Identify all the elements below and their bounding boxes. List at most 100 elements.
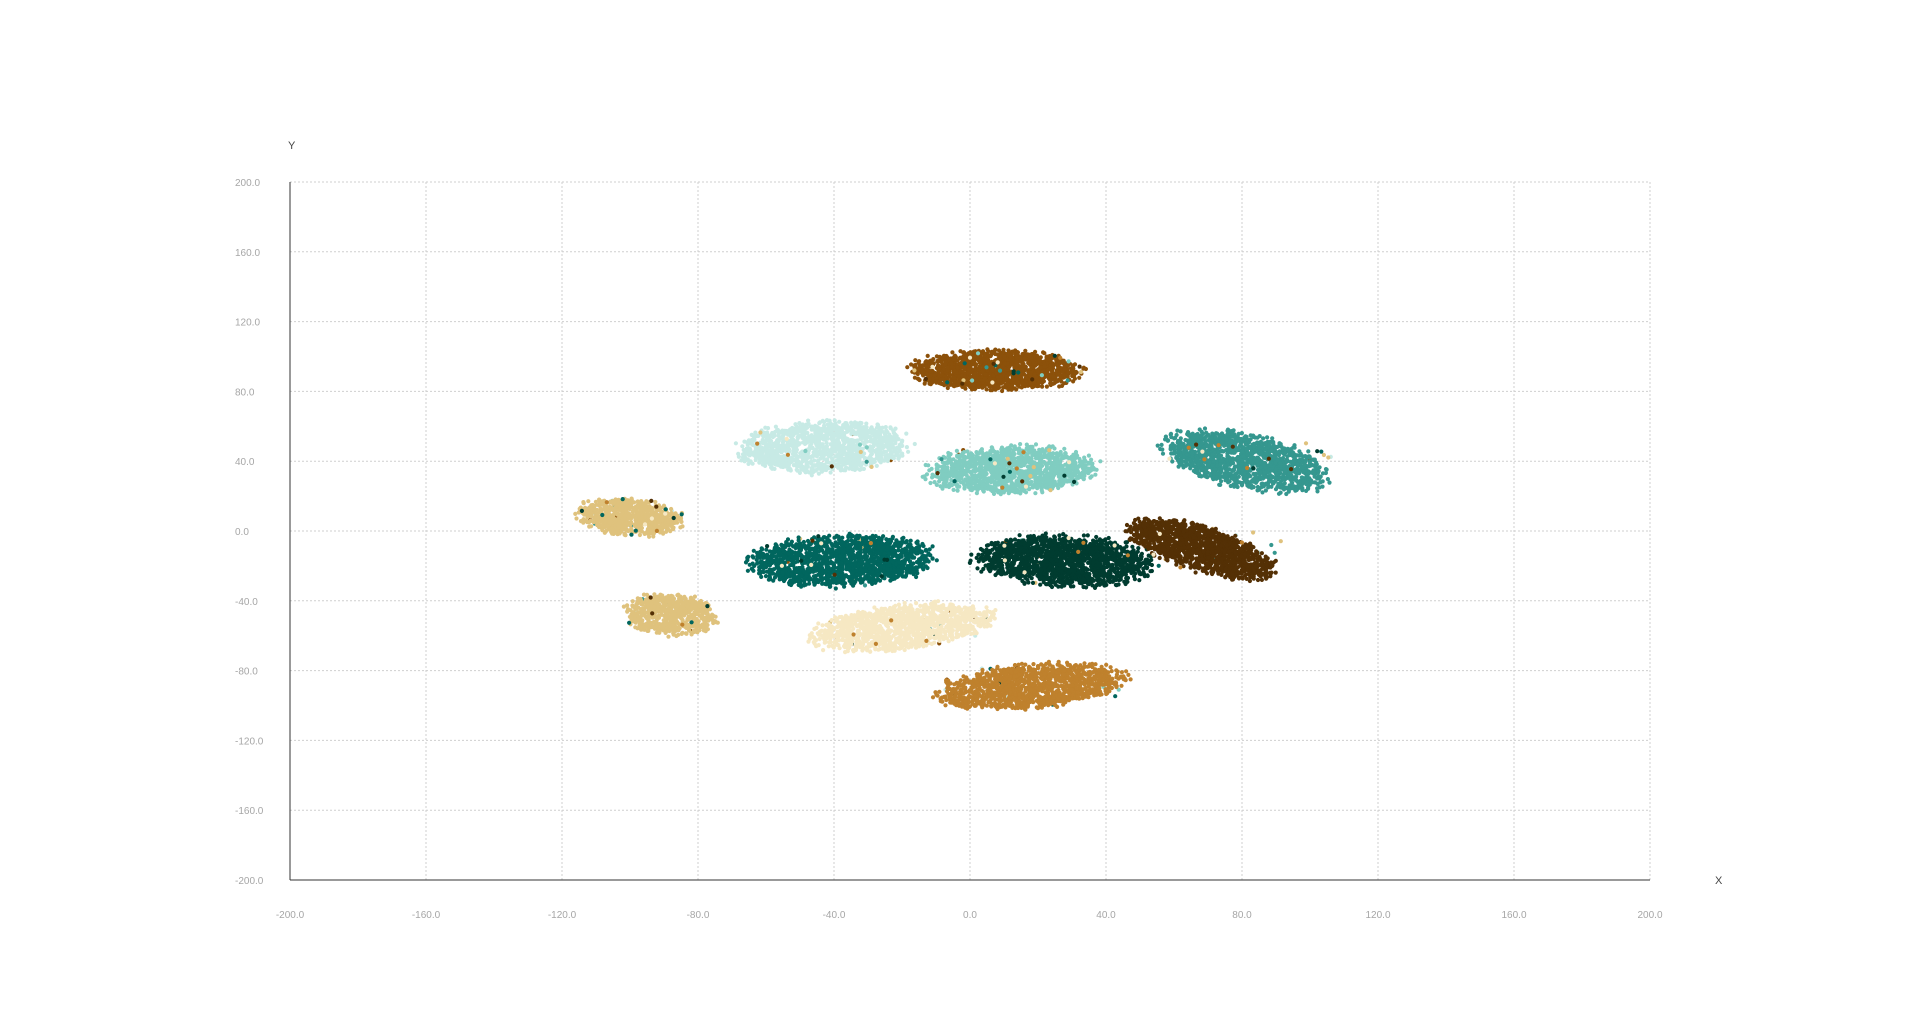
data-point — [843, 445, 848, 451]
data-point — [1015, 363, 1020, 368]
data-point — [1059, 383, 1065, 388]
data-point — [943, 362, 948, 367]
data-point — [1048, 465, 1053, 470]
data-point — [989, 445, 994, 450]
data-point — [867, 448, 872, 453]
data-point — [1093, 472, 1098, 477]
data-point — [1062, 367, 1067, 372]
data-point — [1199, 429, 1204, 434]
data-point — [751, 443, 756, 448]
data-point — [1044, 384, 1049, 389]
data-point — [971, 385, 976, 390]
data-point — [951, 487, 956, 492]
data-point — [789, 426, 795, 431]
data-point — [1011, 377, 1016, 382]
data-point — [897, 442, 902, 447]
data-point — [854, 431, 859, 436]
data-point — [857, 442, 863, 447]
data-point — [1292, 445, 1297, 450]
data-point — [740, 452, 746, 457]
data-point — [1033, 491, 1038, 496]
data-point — [840, 437, 846, 442]
data-point — [905, 365, 910, 370]
data-point — [781, 464, 786, 470]
data-point — [774, 444, 779, 449]
data-point — [927, 377, 932, 382]
data-point — [963, 477, 968, 482]
data-point — [982, 376, 988, 381]
data-point — [961, 350, 966, 355]
data-point — [1022, 356, 1027, 361]
data-point — [794, 461, 799, 466]
data-point — [950, 382, 956, 387]
data-point — [754, 434, 759, 439]
data-point — [1070, 373, 1075, 379]
data-point — [891, 456, 897, 461]
data-point — [998, 356, 1003, 361]
data-point — [990, 349, 996, 354]
data-point — [1029, 365, 1034, 370]
data-point — [1317, 474, 1322, 479]
data-point — [1068, 473, 1073, 478]
data-point — [952, 353, 958, 358]
data-point — [996, 480, 1001, 485]
data-point — [817, 421, 822, 426]
data-point — [867, 430, 872, 435]
data-point — [838, 429, 844, 434]
data-point — [998, 468, 1004, 473]
data-point — [1047, 355, 1052, 361]
data-point — [788, 438, 794, 443]
data-point — [759, 451, 764, 457]
data-point — [1086, 453, 1091, 458]
data-point — [1040, 455, 1045, 460]
data-point — [961, 458, 966, 463]
data-point — [970, 378, 975, 383]
data-point — [878, 443, 883, 448]
data-point — [1051, 451, 1056, 456]
data-point — [928, 480, 933, 486]
data-point — [1033, 349, 1038, 354]
data-point — [861, 440, 866, 445]
data-point — [943, 461, 948, 466]
data-point — [974, 468, 980, 473]
data-point — [1000, 350, 1005, 355]
data-point — [941, 353, 947, 358]
data-point — [828, 470, 833, 475]
data-point — [990, 367, 995, 373]
data-point — [954, 459, 959, 464]
data-point — [1012, 444, 1017, 449]
data-point — [934, 482, 939, 487]
data-point — [1020, 469, 1025, 475]
data-point — [1032, 482, 1037, 487]
data-point — [771, 454, 776, 459]
data-point — [808, 455, 813, 460]
data-point — [848, 441, 853, 446]
data-point — [1160, 451, 1166, 456]
data-point — [851, 459, 856, 464]
data-point — [775, 427, 780, 432]
data-point — [755, 450, 760, 455]
data-point — [989, 487, 994, 492]
data-point — [1066, 359, 1071, 364]
data-point — [944, 476, 949, 481]
data-point — [949, 364, 954, 369]
data-point — [1012, 473, 1017, 478]
data-point — [834, 463, 839, 469]
data-point — [1082, 455, 1087, 460]
data-point — [1003, 470, 1008, 475]
data-point — [962, 486, 967, 491]
data-point — [1044, 478, 1049, 483]
data-point — [1034, 353, 1040, 358]
grid-lines — [290, 181, 1651, 880]
data-point — [791, 458, 796, 463]
data-point — [945, 365, 950, 370]
data-point — [969, 470, 974, 475]
data-point — [774, 450, 779, 455]
data-point — [819, 453, 824, 458]
data-point — [1052, 461, 1057, 466]
data-point — [999, 445, 1005, 450]
data-point — [889, 442, 895, 447]
data-point — [884, 442, 889, 447]
data-point — [970, 474, 975, 479]
